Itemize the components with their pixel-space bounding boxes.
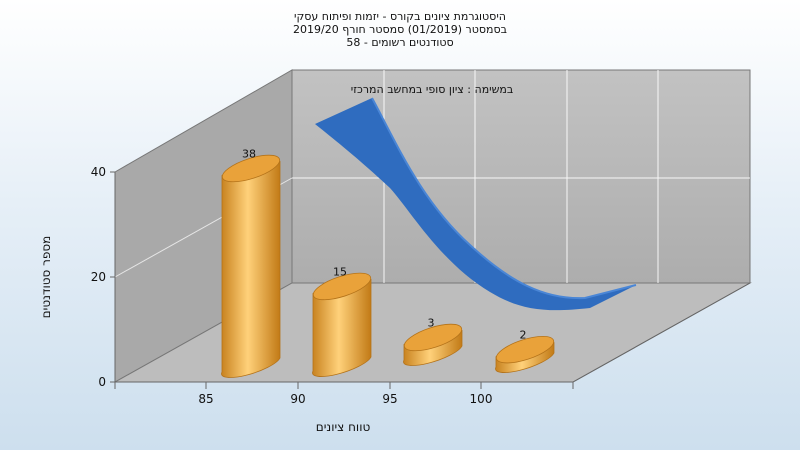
bar-value-label: 2	[520, 329, 527, 342]
bar-value-label: 15	[333, 265, 347, 278]
floor-right-edge	[572, 282, 751, 383]
y-axis-title: מספר סטודנטים	[39, 236, 53, 319]
title-line-2: בסמסטר (01/2019) סמסטר חורף 2019/20	[293, 23, 507, 36]
bar-value-label: 38	[242, 147, 256, 160]
bar-top-cap	[221, 154, 281, 183]
y-tick-label: 0	[98, 375, 106, 389]
bar-top-cap	[312, 272, 372, 301]
x-tick-label: 95	[382, 392, 397, 406]
title-line-3: סטודנטים רשומים - 58	[346, 36, 454, 49]
back-wall	[291, 69, 751, 284]
bar	[312, 272, 372, 377]
bar-top-cap	[495, 335, 555, 364]
y-tick-label: 20	[91, 270, 106, 284]
x-tick-label: 90	[290, 392, 305, 406]
curve-ribbon	[315, 98, 636, 311]
annotation-text: במשימה : ציון סופי במחשב המרכזי	[351, 83, 514, 96]
y-tick-label: 40	[91, 165, 106, 179]
bar	[495, 335, 555, 373]
curve-ribbon-highlight	[371, 97, 637, 300]
x-tick-label: 85	[198, 392, 213, 406]
bar	[403, 323, 463, 366]
back-wall-grid	[292, 70, 750, 283]
x-tick-label: 100	[470, 392, 493, 406]
bar-top-cap	[403, 323, 463, 352]
bar-value-label: 3	[428, 316, 435, 329]
x-axis-title: טווח ציונים	[316, 420, 371, 434]
title-line-1: היסטוגרמת ציונים בקורס - יזמות ופיתוח עס…	[294, 10, 506, 23]
chart-title: היסטוגרמת ציונים בקורס - יזמות ופיתוח עס…	[0, 10, 800, 49]
bar	[221, 154, 281, 378]
